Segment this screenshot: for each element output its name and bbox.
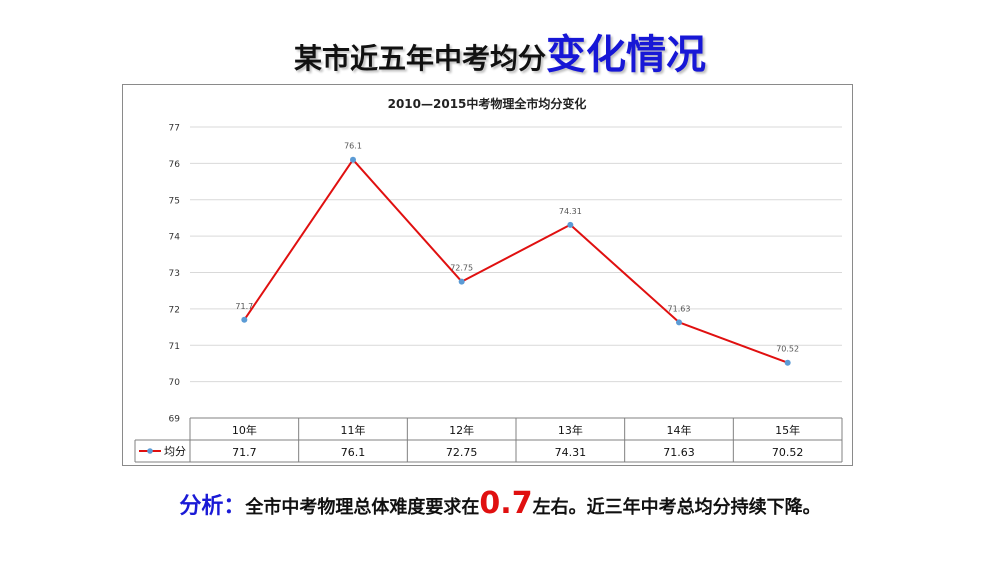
y-tick-label: 70 xyxy=(169,378,181,388)
data-point xyxy=(676,319,682,326)
y-tick-label: 76 xyxy=(169,160,181,170)
page-title-main: 某市近五年中考均分 xyxy=(293,42,546,75)
data-point xyxy=(241,316,248,323)
table-cell-value: 74.31 xyxy=(555,446,587,459)
data-point xyxy=(350,156,356,163)
x-category-label: 10年 xyxy=(232,423,257,437)
data-label: 76.1 xyxy=(344,142,362,151)
table-cell-value: 71.63 xyxy=(663,446,695,459)
line-chart: 69 70 71 72 73 74 75 76 77 10年 11年 12年 13年 14年 15年 71.… xyxy=(134,96,843,463)
page-title-highlight: 变化情况 xyxy=(546,31,706,78)
x-category-label: 14年 xyxy=(667,423,692,437)
y-tick-label: 71 xyxy=(169,342,180,352)
chart-frame: 69 70 71 72 73 74 75 76 77 10年 11年 12年 13年 14年 15年 71.… xyxy=(122,84,853,466)
x-category-label: 11年 xyxy=(341,423,366,437)
data-label: 71.63 xyxy=(668,304,691,313)
y-tick-label: 73 xyxy=(169,269,180,279)
legend-label: 均分 xyxy=(164,445,186,458)
legend-marker xyxy=(147,448,153,454)
chart-title: 2010—2015中考物理全市均分变化 xyxy=(388,96,587,111)
x-category-label: 12年 xyxy=(449,423,474,437)
series-line xyxy=(243,158,789,364)
table-cell-value: 71.7 xyxy=(232,446,256,459)
analysis-text-after: 左右。近三年中考总均分持续下降。 xyxy=(532,497,821,518)
table-cell-value: 72.75 xyxy=(446,446,478,459)
table-cell-value: 70.52 xyxy=(772,446,804,459)
table-cell-value: 76.1 xyxy=(341,446,366,459)
y-tick-label: 75 xyxy=(169,196,180,206)
data-point xyxy=(784,359,791,366)
data-table: 10年 11年 12年 13年 14年 15年 71.7 76.1 72.75 74.31 71.6… xyxy=(134,417,843,463)
data-label: 74.31 xyxy=(559,207,582,216)
y-tick-label: 77 xyxy=(169,124,180,134)
data-point xyxy=(458,278,465,285)
analysis-highlight: 0.7 xyxy=(479,486,533,521)
gridlines: 69 70 71 72 73 74 75 76 77 xyxy=(169,124,842,425)
x-category-label: 15年 xyxy=(775,423,800,437)
data-label: 70.52 xyxy=(776,345,799,354)
labels-layer: 71.7 76.1 72.75 74.31 71.63 70.52 xyxy=(235,142,799,354)
page-title: 某市近五年中考均分变化情况 xyxy=(0,22,1000,80)
y-tick-label: 74 xyxy=(169,233,181,243)
y-tick-label: 69 xyxy=(169,415,181,425)
x-category-label: 13年 xyxy=(558,423,583,437)
data-label: 71.7 xyxy=(235,302,253,311)
y-tick-label: 72 xyxy=(169,305,180,315)
data-label: 72.75 xyxy=(450,264,473,273)
series-layer xyxy=(241,156,791,366)
analysis-label: 分析： xyxy=(179,493,246,519)
analysis-text-before: 全市中考物理总体难度要求在 xyxy=(245,497,480,518)
data-point xyxy=(567,221,574,228)
analysis-note: 分析：全市中考物理总体难度要求在0.7左右。近三年中考总均分持续下降。 xyxy=(0,486,1000,521)
